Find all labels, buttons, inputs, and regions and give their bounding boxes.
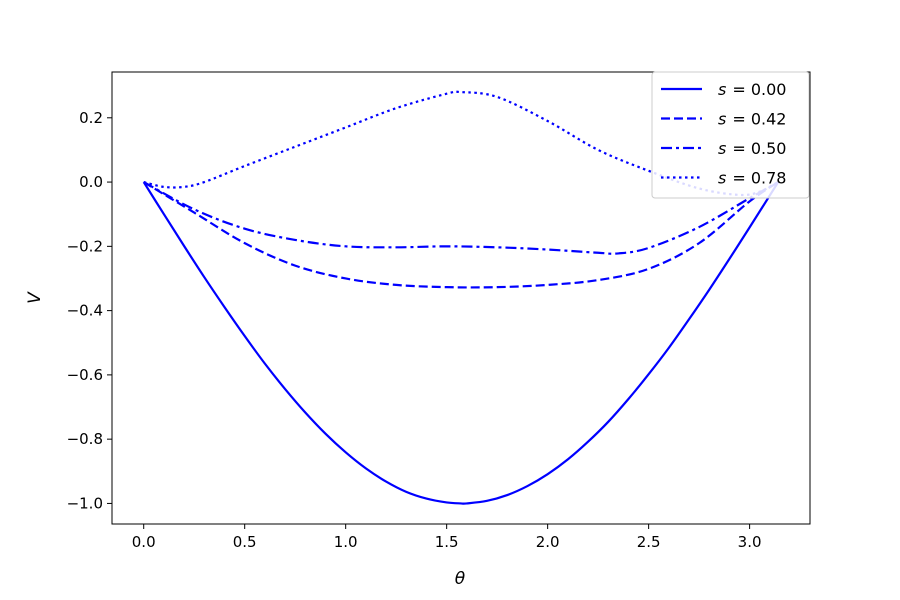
y-tick-label: −0.8: [67, 430, 103, 448]
legend-value: = 0.50: [732, 139, 786, 158]
plot-frame: [111, 71, 811, 525]
plot-series: [142, 90, 780, 505]
y-tick-label: −0.6: [67, 366, 103, 384]
legend-value: = 0.42: [732, 110, 786, 129]
legend-label: s = 0.50: [718, 139, 786, 158]
x-tick-label: 3.0: [738, 533, 762, 551]
legend-value: = 0.78: [732, 169, 786, 188]
y-tick-label: 0.0: [79, 173, 103, 191]
x-tick-label: 0.0: [132, 533, 156, 551]
series-line-dashed: [143, 181, 779, 289]
legend-value: = 0.00: [732, 80, 786, 99]
x-tick-label: 1.0: [334, 533, 358, 551]
x-tick-label: 2.0: [536, 533, 560, 551]
legend-variable: s: [718, 80, 726, 99]
legend-label: s = 0.00: [718, 80, 786, 99]
axis-ticks: 0.0 0.5 1.0 1.5 2.0 2.5 3.0 0.2 0.0 −0.2 −0.4 −0.6 −…: [67, 109, 762, 551]
legend-variable: s: [718, 110, 726, 129]
y-tick-label: −1.0: [67, 494, 103, 512]
y-tick-label: −0.4: [67, 302, 103, 320]
x-tick-label: 2.5: [637, 533, 661, 551]
x-axis-label: θ: [455, 569, 466, 589]
legend-box: [651, 71, 810, 199]
legend-label: s = 0.78: [718, 169, 786, 188]
series-line-solid: [142, 181, 780, 505]
legend-variable: s: [718, 169, 726, 188]
x-tick-label: 0.5: [233, 533, 257, 551]
legend: s = 0.00 s = 0.42 s = 0.50 s = 0.78: [651, 71, 810, 199]
y-tick-label: 0.2: [79, 109, 103, 127]
series-line-dashdot: [143, 181, 779, 255]
y-axis-label: V: [25, 291, 45, 304]
legend-variable: s: [718, 139, 726, 158]
x-tick-label: 1.5: [435, 533, 459, 551]
legend-label: s = 0.42: [718, 110, 786, 129]
y-tick-label: −0.2: [67, 237, 103, 255]
